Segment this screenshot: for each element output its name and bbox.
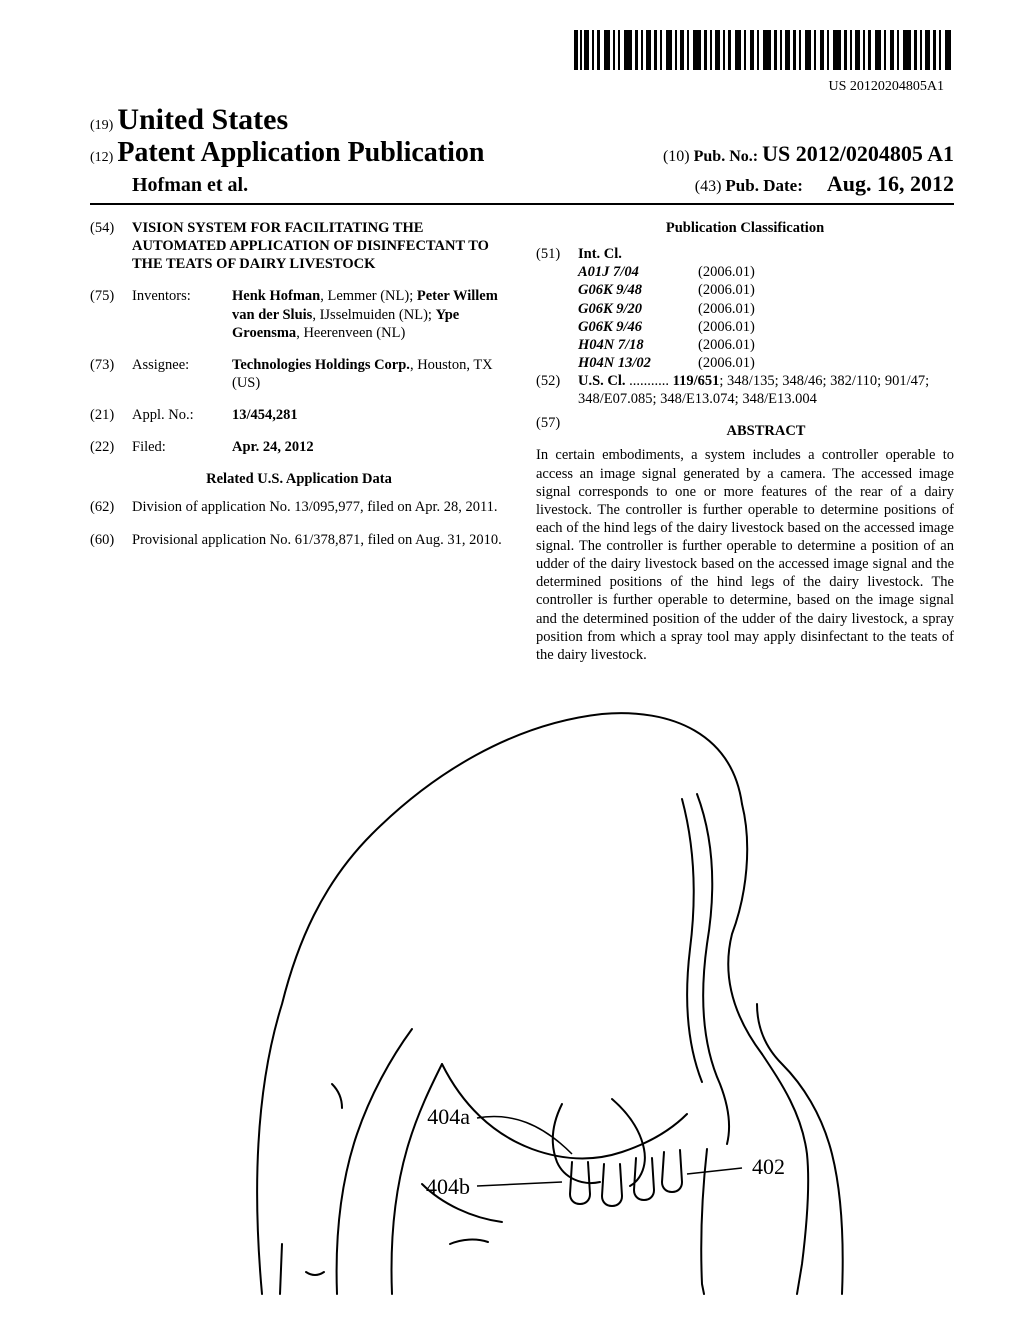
date-code: (43)	[695, 178, 722, 195]
pubno-label: Pub. No.:	[694, 148, 758, 165]
fig-label-404b: 404b	[426, 1174, 470, 1199]
right-column: Publication Classification (51) Int. Cl.…	[536, 219, 954, 664]
uscl-code: (52)	[536, 372, 578, 408]
patent-page: US 20120204805A1 (19) United States (12)…	[0, 0, 1024, 1304]
pub-type: Patent Application Publication	[117, 137, 484, 168]
two-column-body: (54) VISION SYSTEM FOR FACILITATING THE …	[90, 219, 954, 664]
date-label: Pub. Date:	[725, 176, 802, 195]
intcl-item: H04N 13/02(2006.01)	[536, 354, 954, 372]
pubno-code: (10)	[663, 148, 690, 165]
intcl-symbol: H04N 13/02	[578, 354, 698, 372]
provisional-field: (60) Provisional application No. 61/378,…	[90, 531, 508, 549]
fig-label-404a: 404a	[427, 1104, 470, 1129]
intcl-version: (2006.01)	[698, 318, 755, 336]
applno-value: 13/454,281	[232, 406, 508, 424]
barcode-label: US 20120204805A1	[90, 79, 944, 95]
intcl-version: (2006.01)	[698, 281, 755, 299]
abstract-header: ABSTRACT	[578, 422, 954, 440]
intcl-symbol: H04N 7/18	[578, 336, 698, 354]
country-code: (19)	[90, 118, 113, 133]
division-text: Division of application No. 13/095,977, …	[132, 498, 508, 516]
assignee-label: Assignee:	[132, 356, 232, 392]
inventors-field: (75) Inventors: Henk Hofman, Lemmer (NL)…	[90, 287, 508, 341]
barcode-icon	[574, 30, 954, 74]
inventors-code: (75)	[90, 287, 132, 341]
intcl-version: (2006.01)	[698, 263, 755, 281]
inventors-label: Inventors:	[132, 287, 232, 341]
intcl-symbol: A01J 7/04	[578, 263, 698, 281]
filed-code: (22)	[90, 438, 132, 456]
uscl-label: U.S. Cl.	[578, 373, 626, 389]
invention-title: VISION SYSTEM FOR FACILITATING THE AUTOM…	[132, 219, 508, 273]
intcl-code: (51)	[536, 245, 578, 263]
intcl-symbol: G06K 9/46	[578, 318, 698, 336]
pub-date: Aug. 16, 2012	[827, 171, 954, 196]
assignee-name: Technologies Holdings Corp.	[232, 357, 410, 373]
provisional-text: Provisional application No. 61/378,871, …	[132, 531, 508, 549]
assignee-field: (73) Assignee: Technologies Holdings Cor…	[90, 356, 508, 392]
header: (19) United States (12) Patent Applicati…	[90, 103, 954, 197]
intcl-item: A01J 7/04(2006.01)	[536, 263, 954, 281]
filed-field: (22) Filed: Apr. 24, 2012	[90, 438, 508, 456]
division-code: (62)	[90, 498, 132, 516]
abstract-code: (57)	[536, 414, 578, 446]
intcl-version: (2006.01)	[698, 336, 755, 354]
intcl-item: H04N 7/18(2006.01)	[536, 336, 954, 354]
intcl-version: (2006.01)	[698, 300, 755, 318]
pubno: US 2012/0204805 A1	[762, 141, 954, 166]
related-header: Related U.S. Application Data	[90, 470, 508, 488]
provisional-code: (60)	[90, 531, 132, 549]
intcl-item: G06K 9/48(2006.01)	[536, 281, 954, 299]
filed-label: Filed:	[132, 438, 232, 456]
uscl-lead: 119/651	[673, 373, 720, 389]
title-code: (54)	[90, 219, 132, 273]
title-field: (54) VISION SYSTEM FOR FACILITATING THE …	[90, 219, 508, 273]
pub-code: (12)	[90, 150, 113, 165]
filed-value: Apr. 24, 2012	[232, 438, 508, 456]
country-name: United States	[117, 103, 288, 136]
classification-header: Publication Classification	[536, 219, 954, 237]
intcl-version: (2006.01)	[698, 354, 755, 372]
intcl-list: A01J 7/04(2006.01)G06K 9/48(2006.01)G06K…	[536, 263, 954, 372]
authors-short: Hofman et al.	[90, 174, 248, 197]
left-column: (54) VISION SYSTEM FOR FACILITATING THE …	[90, 219, 508, 664]
intcl-symbol: G06K 9/48	[578, 281, 698, 299]
patent-figure: 402 404a 404b	[90, 684, 954, 1304]
inventors-value: Henk Hofman, Lemmer (NL); Peter Willem v…	[232, 287, 508, 341]
fig-label-402: 402	[752, 1154, 785, 1179]
intcl-item: G06K 9/46(2006.01)	[536, 318, 954, 336]
applno-label: Appl. No.:	[132, 406, 232, 424]
divider	[90, 203, 954, 205]
intcl-item: G06K 9/20(2006.01)	[536, 300, 954, 318]
intcl-label: Int. Cl.	[578, 245, 678, 263]
assignee-code: (73)	[90, 356, 132, 392]
abstract-text: In certain embodiments, a system include…	[536, 446, 954, 664]
intcl-symbol: G06K 9/20	[578, 300, 698, 318]
intcl-row: (51) Int. Cl.	[536, 245, 954, 263]
applno-code: (21)	[90, 406, 132, 424]
division-field: (62) Division of application No. 13/095,…	[90, 498, 508, 516]
cow-rear-drawing: 402 404a 404b	[142, 684, 902, 1304]
uscl-row: (52) U.S. Cl. ........... 119/651; 348/1…	[536, 372, 954, 408]
barcode-region: US 20120204805A1	[90, 30, 954, 95]
applno-field: (21) Appl. No.: 13/454,281	[90, 406, 508, 424]
